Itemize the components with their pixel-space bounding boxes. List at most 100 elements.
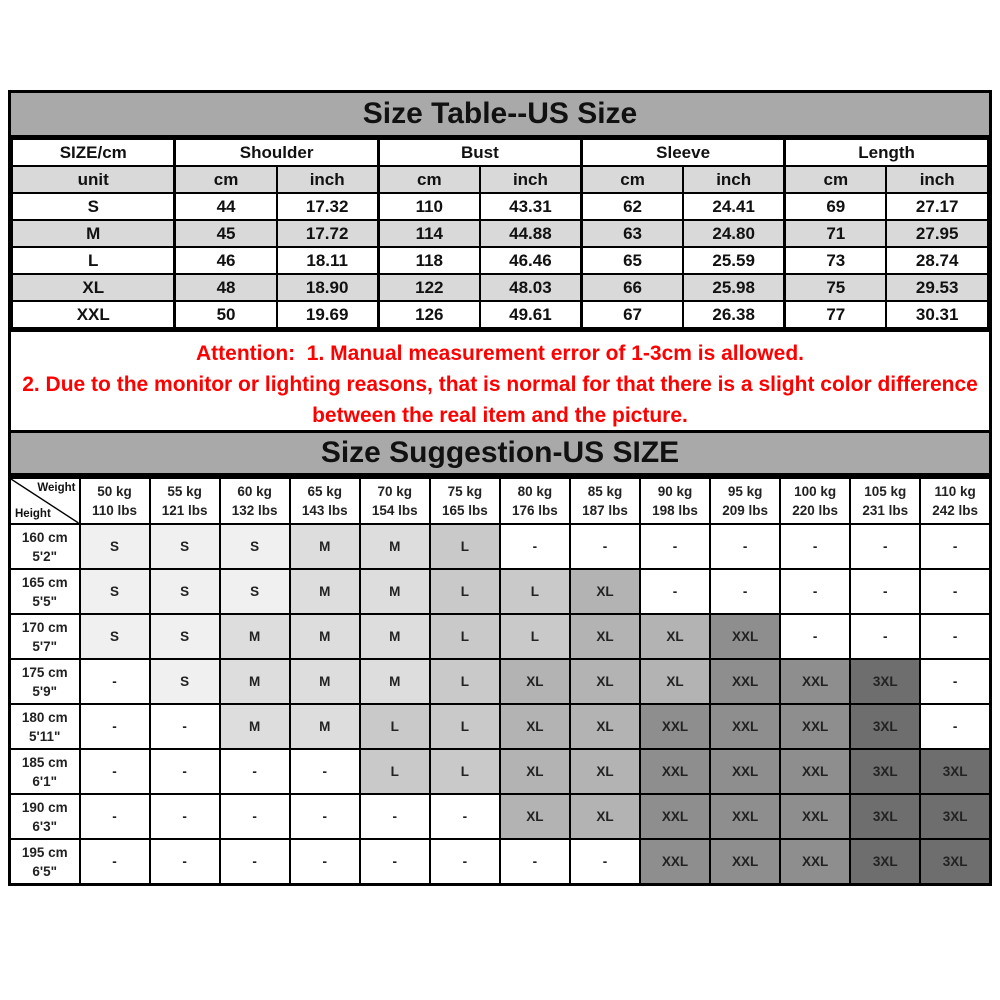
unit-header: cm xyxy=(173,165,278,194)
suggestion-cell: M xyxy=(358,613,431,660)
size-table-title: Size Table--US Size xyxy=(11,93,989,138)
size-suggestion-title-block: Size Suggestion-US SIZE xyxy=(8,430,992,476)
suggestion-cell: - xyxy=(148,838,221,886)
suggestion-cell: M xyxy=(218,703,291,750)
suggestion-cell: 3XL xyxy=(849,793,922,840)
suggestion-cell: - xyxy=(779,613,852,660)
weight-lbs: 198 lbs xyxy=(652,503,698,518)
unit-header: cm xyxy=(579,165,685,194)
measurement-cell: 66 xyxy=(579,273,685,302)
size-suggestion-body: 160 cm 5'2" S S S M M L - - - - - - - xyxy=(8,523,992,886)
suggestion-cell: 3XL xyxy=(919,793,992,840)
measurement-cell: 25.98 xyxy=(682,273,786,302)
suggestion-cell: XL xyxy=(498,703,571,750)
weight-lbs: 110 lbs xyxy=(92,503,138,518)
height-ft: 5'9" xyxy=(32,683,58,699)
attention-line-2: 2. Due to the monitor or lighting reason… xyxy=(22,373,978,396)
suggestion-cell: XXL xyxy=(779,838,852,886)
suggestion-cell: - xyxy=(849,568,922,615)
suggestion-cell: XL xyxy=(638,658,712,705)
suggestion-row: 185 cm 6'1" - - - - L L XL XL XXL XXL XX… xyxy=(8,748,992,795)
suggestion-cell: - xyxy=(638,523,712,570)
size-table-row: M 45 17.72 114 44.88 63 24.80 71 27.95 xyxy=(11,219,989,248)
suggestion-cell: - xyxy=(568,838,642,886)
measurement-cell: 24.41 xyxy=(682,192,786,221)
height-label-cell: 170 cm 5'7" xyxy=(8,613,81,660)
suggestion-cell: - xyxy=(709,523,782,570)
size-table-row: L 46 18.11 118 46.46 65 25.59 73 28.74 xyxy=(11,246,989,275)
suggestion-cell: XXL xyxy=(709,793,782,840)
height-cm: 160 cm xyxy=(21,529,68,545)
suggestion-cell: L xyxy=(428,703,501,750)
suggestion-cell: S xyxy=(78,523,151,570)
weight-lbs: 121 lbs xyxy=(161,503,208,518)
suggestion-cell: XXL xyxy=(779,793,852,840)
suggestion-cell: 3XL xyxy=(849,838,922,886)
suggestion-cell: - xyxy=(78,703,151,750)
weight-kg: 105 kg xyxy=(864,484,907,499)
suggestion-cell: XXL xyxy=(779,658,852,705)
weight-lbs: 143 lbs xyxy=(301,503,348,518)
weight-header-cell: 50 kg 110 lbs xyxy=(78,476,151,525)
suggestion-cell: - xyxy=(78,838,151,886)
measurement-cell: 19.69 xyxy=(275,300,380,329)
measurement-cell: 46.46 xyxy=(478,246,583,275)
suggestion-cell: L xyxy=(358,748,431,795)
weight-lbs: 220 lbs xyxy=(792,503,839,518)
suggestion-cell: 3XL xyxy=(849,748,922,795)
measurement-cell: 25.59 xyxy=(682,246,786,275)
measurement-cell: 17.72 xyxy=(275,219,380,248)
measurement-cell: 63 xyxy=(579,219,685,248)
weight-kg: 85 kg xyxy=(587,484,623,499)
suggestion-cell: L xyxy=(498,613,571,660)
measurement-cell: 48.03 xyxy=(478,273,583,302)
suggestion-cell: XXL xyxy=(709,748,782,795)
weight-kg: 80 kg xyxy=(517,484,553,499)
measurement-cell: 26.38 xyxy=(682,300,786,329)
height-label-cell: 160 cm 5'2" xyxy=(8,523,81,570)
unit-header: cm xyxy=(376,165,481,194)
size-table: SIZE/cm Shoulder Bust Sleeve Length unit… xyxy=(11,138,990,329)
measurement-cell: 126 xyxy=(376,300,481,329)
suggestion-cell: L xyxy=(358,703,431,750)
size-table-row: XXL 50 19.69 126 49.61 67 26.38 77 30.31 xyxy=(11,300,989,329)
suggestion-cell: - xyxy=(919,568,992,615)
weight-kg: 110 kg xyxy=(934,484,976,499)
height-cm: 175 cm xyxy=(21,664,68,680)
suggestion-cell: XL xyxy=(498,658,571,705)
weight-header-cell: 95 kg 209 lbs xyxy=(709,476,782,525)
suggestion-cell: XL xyxy=(568,703,642,750)
suggestion-cell: - xyxy=(919,613,992,660)
measurement-cell: 30.31 xyxy=(885,300,989,329)
weight-kg: 90 kg xyxy=(657,484,693,499)
suggestion-cell: XXL xyxy=(779,703,852,750)
suggestion-cell: - xyxy=(288,748,361,795)
measurement-cell: 50 xyxy=(173,300,278,329)
suggestion-row: 160 cm 5'2" S S S M M L - - - - - - - xyxy=(8,523,992,570)
weight-kg: 65 kg xyxy=(307,484,342,499)
measurement-cell: 46 xyxy=(173,246,278,275)
suggestion-cell: - xyxy=(148,793,221,840)
suggestion-cell: - xyxy=(428,793,501,840)
corner-header: SIZE/cm xyxy=(11,138,176,167)
weight-lbs: 209 lbs xyxy=(722,503,768,518)
measurement-cell: 24.80 xyxy=(682,219,786,248)
suggestion-cell: - xyxy=(358,793,431,840)
suggestion-cell: XXL xyxy=(638,748,712,795)
weight-lbs: 176 lbs xyxy=(512,503,558,518)
suggestion-cell: XXL xyxy=(779,748,852,795)
suggestion-cell: M xyxy=(218,613,291,660)
suggestion-cell: S xyxy=(78,613,151,660)
height-cm: 180 cm xyxy=(21,709,68,725)
weight-lbs: 132 lbs xyxy=(231,503,278,518)
unit-header-row: unit cm inch cm inch cm inch cm inch xyxy=(11,165,989,194)
measurement-cell: 65 xyxy=(579,246,685,275)
unit-label: unit xyxy=(11,165,176,194)
measurement-cell: 27.95 xyxy=(885,219,989,248)
suggestion-cell: S xyxy=(148,613,221,660)
measurement-cell: 44 xyxy=(173,192,278,221)
suggestion-cell: XXL xyxy=(638,838,712,886)
attention-note: Attention: 1. Manual measurement error o… xyxy=(11,329,989,439)
suggestion-cell: - xyxy=(78,658,151,705)
suggestion-row: 175 cm 5'9" - S M M M L XL XL XL XXL XXL… xyxy=(8,658,992,705)
